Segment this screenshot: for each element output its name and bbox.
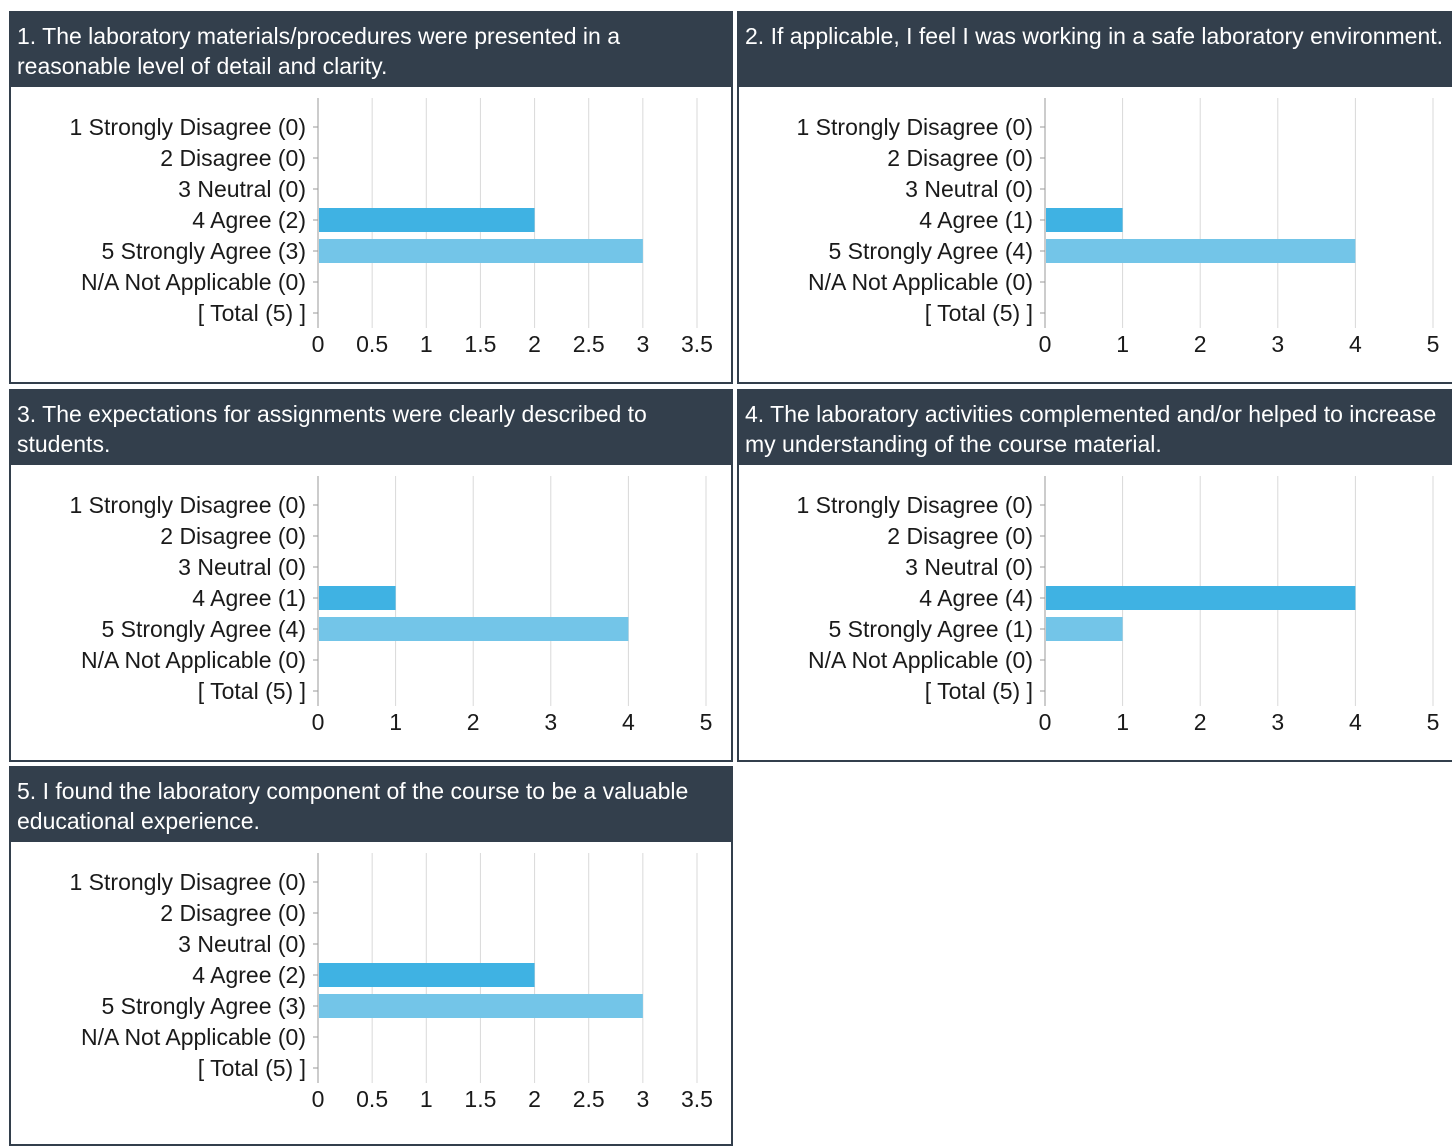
x-tick-label: 0 [312, 331, 325, 357]
category-label: 2 Disagree (0) [160, 145, 306, 171]
category-label: 4 Agree (2) [192, 207, 306, 233]
category-label: 1 Strongly Disagree (0) [797, 114, 1034, 140]
chart-1: 0 0.5 1 1.5 2 2.5 3 3.5 1 Strongly Disagree (0) 2… [70, 98, 713, 357]
category-label: 4 Agree (1) [919, 207, 1033, 233]
x-tick-label: 1 [420, 331, 433, 357]
panel-title: 1. The laboratory materials/procedures w… [11, 13, 731, 87]
category-label: 2 Disagree (0) [887, 523, 1033, 549]
x-tick-label: 0 [1039, 331, 1052, 357]
category-label: 5 Strongly Agree (4) [101, 616, 306, 642]
category-label: [ Total (5) ] [198, 300, 306, 326]
bar [319, 994, 643, 1018]
category-label: 2 Disagree (0) [887, 145, 1033, 171]
category-label: 5 Strongly Agree (4) [828, 238, 1033, 264]
x-tick-label: 2 [528, 331, 541, 357]
panel-title: 2. If applicable, I feel I was working i… [739, 13, 1452, 87]
x-tick-label: 2 [528, 1086, 541, 1112]
chart-3: 0 1 2 3 4 5 1 Strongly Disagree (0) 2 Disagree … [70, 476, 713, 735]
chart-4: 0 1 2 3 4 5 1 Strongly Disagree (0) 2 Disagree … [797, 476, 1440, 735]
x-tick-label: 3 [1271, 709, 1284, 735]
bar [319, 963, 535, 987]
category-label: 3 Neutral (0) [178, 176, 306, 202]
category-label: 5 Strongly Agree (3) [101, 238, 306, 264]
category-label: 1 Strongly Disagree (0) [70, 114, 307, 140]
x-tick-label: 4 [1349, 331, 1362, 357]
chart-panel-4: 4. The laboratory activities complemente… [737, 389, 1452, 762]
category-label: 1 Strongly Disagree (0) [70, 492, 307, 518]
x-tick-label: 1 [1116, 709, 1129, 735]
panel-title: 4. The laboratory activities complemente… [739, 391, 1452, 465]
chart-2: 0 1 2 3 4 5 1 Strongly Disagree (0) 2 Disagree … [797, 98, 1440, 357]
x-tick-label: 3 [544, 709, 557, 735]
chart-panel-3: 3. The expectations for assignments were… [9, 389, 733, 762]
x-tick-label: 5 [700, 709, 713, 735]
x-tick-label: 1 [389, 709, 402, 735]
category-label: 2 Disagree (0) [160, 900, 306, 926]
x-tick-label: 5 [1427, 331, 1440, 357]
x-tick-label: 3.5 [681, 1086, 713, 1112]
x-tick-label: 2 [1194, 331, 1207, 357]
category-label: 4 Agree (2) [192, 962, 306, 988]
x-tick-label: 2 [1194, 709, 1207, 735]
x-tick-label: 0 [312, 1086, 325, 1112]
x-tick-label: 1.5 [464, 1086, 496, 1112]
category-label: 1 Strongly Disagree (0) [797, 492, 1034, 518]
x-tick-label: 5 [1427, 709, 1440, 735]
x-tick-label: 3 [1271, 331, 1284, 357]
bar [1046, 617, 1123, 641]
x-tick-label: 3 [636, 1086, 649, 1112]
category-label: 5 Strongly Agree (1) [828, 616, 1033, 642]
x-tick-label: 1 [420, 1086, 433, 1112]
x-tick-label: 1 [1116, 331, 1129, 357]
x-tick-label: 4 [1349, 709, 1362, 735]
category-label: N/A Not Applicable (0) [81, 1024, 306, 1050]
x-tick-label: 4 [622, 709, 635, 735]
bar [1046, 586, 1356, 610]
category-label: 2 Disagree (0) [160, 523, 306, 549]
category-label: 3 Neutral (0) [905, 176, 1033, 202]
bar [319, 239, 643, 263]
x-tick-label: 1.5 [464, 331, 496, 357]
x-tick-label: 0 [312, 709, 325, 735]
bar [1046, 239, 1356, 263]
chart-5: 0 0.5 1 1.5 2 2.5 3 3.5 1 Strongly Disagree (0) 2… [70, 853, 713, 1112]
category-label: N/A Not Applicable (0) [808, 269, 1033, 295]
category-label: 1 Strongly Disagree (0) [70, 869, 307, 895]
chart-panel-1: 1. The laboratory materials/procedures w… [9, 11, 733, 384]
x-tick-label: 0.5 [356, 1086, 388, 1112]
category-label: [ Total (5) ] [198, 678, 306, 704]
bar [319, 617, 629, 641]
category-label: [ Total (5) ] [925, 678, 1033, 704]
category-label: N/A Not Applicable (0) [81, 269, 306, 295]
category-label: 3 Neutral (0) [905, 554, 1033, 580]
x-tick-label: 0 [1039, 709, 1052, 735]
x-tick-label: 2.5 [573, 1086, 605, 1112]
category-label: 3 Neutral (0) [178, 931, 306, 957]
x-tick-label: 0.5 [356, 331, 388, 357]
category-label: 4 Agree (1) [192, 585, 306, 611]
category-label: 4 Agree (4) [919, 585, 1033, 611]
bar [319, 586, 396, 610]
category-label: N/A Not Applicable (0) [81, 647, 306, 673]
category-label: [ Total (5) ] [925, 300, 1033, 326]
chart-panel-5: 5. I found the laboratory component of t… [9, 766, 733, 1146]
bar [1046, 208, 1123, 232]
category-label: N/A Not Applicable (0) [808, 647, 1033, 673]
x-tick-label: 3 [636, 331, 649, 357]
bar [319, 208, 535, 232]
category-label: 3 Neutral (0) [178, 554, 306, 580]
chart-panel-2: 2. If applicable, I feel I was working i… [737, 11, 1452, 384]
category-label: [ Total (5) ] [198, 1055, 306, 1081]
category-label: 5 Strongly Agree (3) [101, 993, 306, 1019]
panel-title: 5. I found the laboratory component of t… [11, 768, 731, 842]
x-tick-label: 3.5 [681, 331, 713, 357]
x-tick-label: 2.5 [573, 331, 605, 357]
panel-title: 3. The expectations for assignments were… [11, 391, 731, 465]
x-tick-label: 2 [467, 709, 480, 735]
